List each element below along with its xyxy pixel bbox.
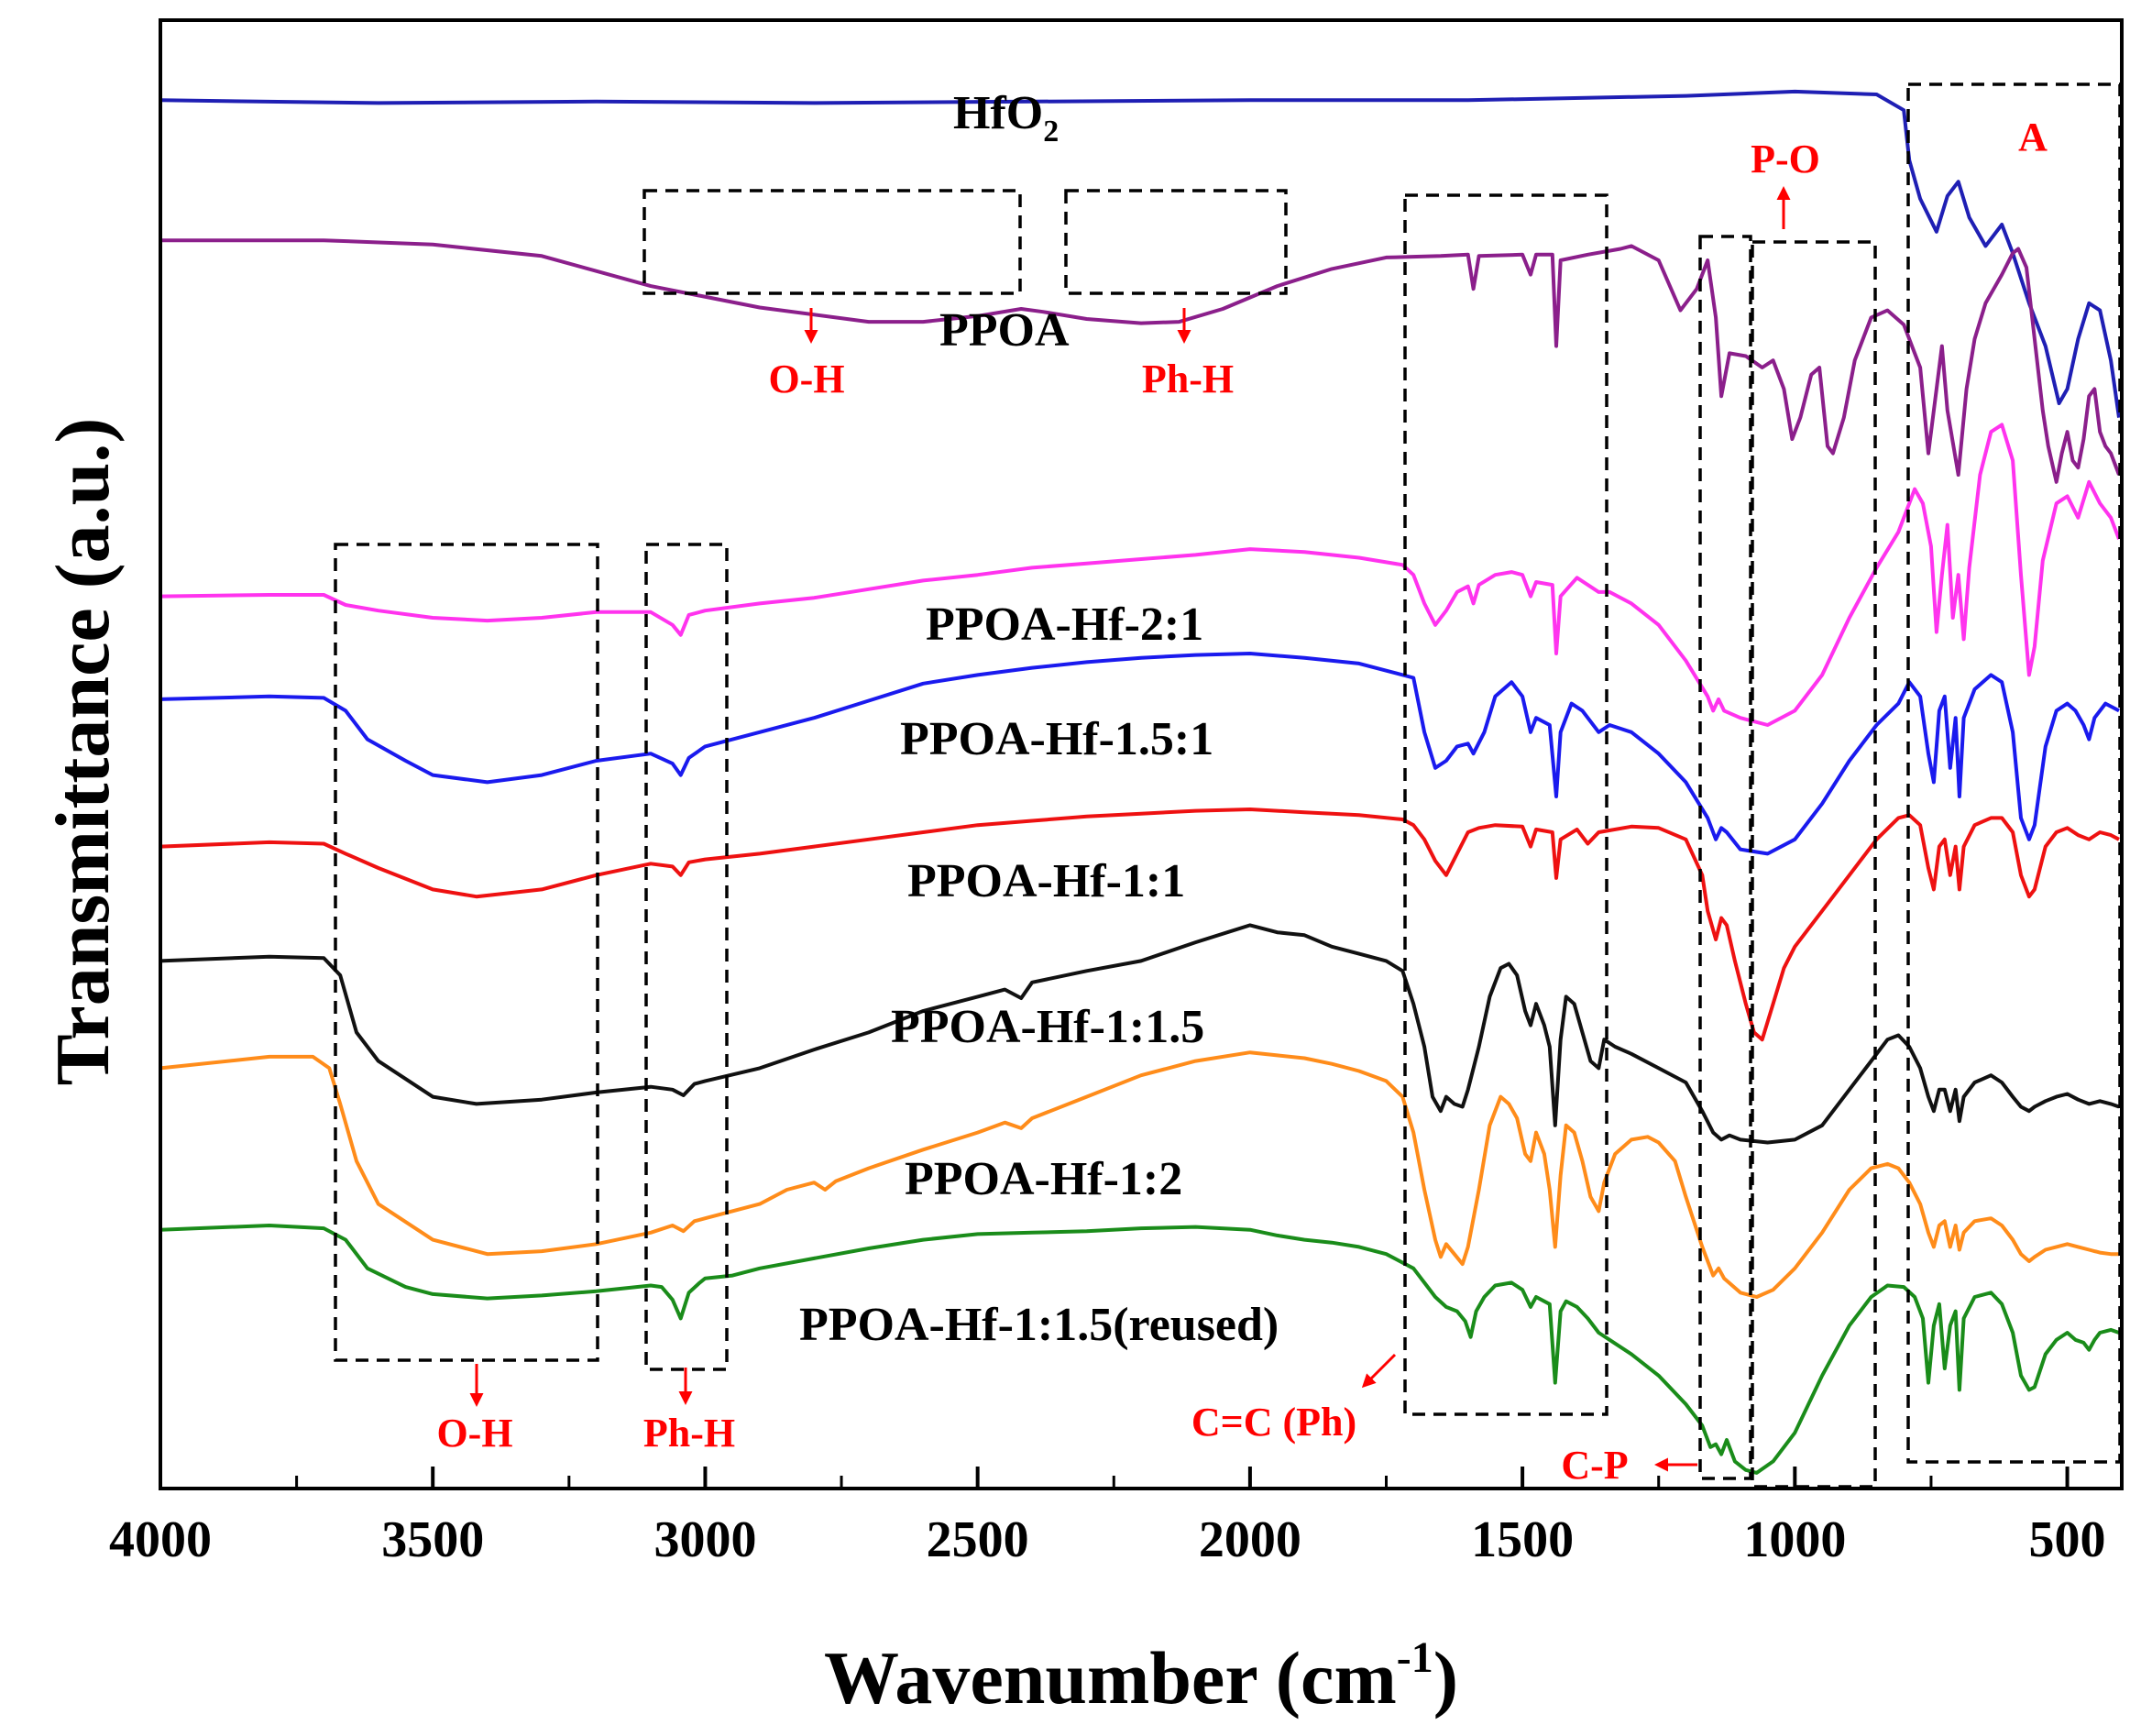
series-line-ppoa-hf-1-1 [159,808,2120,1042]
plot-frame [159,18,2124,1490]
series-label-hfo2: HfO2 [953,87,1059,148]
annotation-region-a: A [2018,115,2048,159]
x-tick-label-500: 500 [2029,1511,2106,1568]
series-line-ppoa-hf-2-1 [159,423,2121,727]
region-boxes [334,82,2122,1489]
x-axis-title: Wavenumber (cm-1) [824,1633,1458,1720]
box-cc-ph [1403,193,1609,1416]
x-tick-label-1000: 1000 [1743,1511,1846,1568]
box-po [1751,240,1877,1489]
series-label-ppoa-hf-1-5-1: PPOA-Hf-1.5:1 [900,713,1213,765]
series-label-ppoa-hf-1-1: PPOA-Hf-1:1 [907,855,1185,907]
annotation-oh-lower: O-H [436,1411,512,1456]
series-label-ppoa-hf-1-1-5-reused: PPOA-Hf-1:1.5(reused) [799,1299,1279,1351]
x-minor-ticks [295,1476,1933,1489]
y-axis-title: Transmittance (a.u.) [40,418,126,1086]
annotation-phh-upper: Ph-H [1142,357,1234,401]
x-tick-label-3000: 3000 [653,1511,756,1568]
series-group [159,89,2121,1475]
x-tick-label-2000: 2000 [1199,1511,1301,1568]
x-tick-label-2500: 2500 [927,1511,1029,1568]
x-axis-title-superscript: -1 [1397,1633,1433,1682]
series-line-hfo2 [159,89,2121,418]
series-line-ppoa-hf-1-1-5-reused [159,1224,2120,1475]
series-line-ppoa [160,238,2121,484]
annotation-phh-lower: Ph-H [643,1411,735,1456]
box-ppoa-phh [1064,189,1288,295]
series-label-ppoa-hf-2-1: PPOA-Hf-2:1 [926,599,1203,651]
x-tick-label-1500: 1500 [1471,1511,1574,1568]
series-label-ppoa-hf-1-2: PPOA-Hf-1:2 [905,1153,1182,1205]
box-oh [334,543,599,1362]
series-line-ppoa-hf-1-2 [159,1050,2119,1299]
x-ticks [159,1467,2070,1489]
box-a [1906,82,2122,1464]
x-tick-label-4000: 4000 [109,1511,212,1568]
series-line-ppoa-hf-1-1-5 [159,923,2120,1145]
box-phh [644,543,729,1371]
series-line-ppoa-hf-1-5-1 [159,652,2120,856]
annotation-po: P-O [1751,137,1820,181]
x-tick-labels: 4000 3500 3000 2500 2000 1500 1000 500 [109,1511,2106,1568]
annotation-arrows [469,186,1791,1472]
arrow-cc-ph [1361,1353,1397,1389]
annotation-cp: C-P [1561,1443,1628,1488]
x-tick-label-3500: 3500 [381,1511,484,1568]
annotation-oh-upper: O-H [768,357,844,401]
box-ppoa-oh [642,189,1022,295]
series-label-ppoa: PPOA [939,304,1070,357]
box-cp [1698,235,1752,1480]
series-label-ppoa-hf-1-1-5: PPOA-Hf-1:1.5 [891,1001,1204,1053]
annotation-cc-ph: C=C (Ph) [1191,1400,1356,1445]
